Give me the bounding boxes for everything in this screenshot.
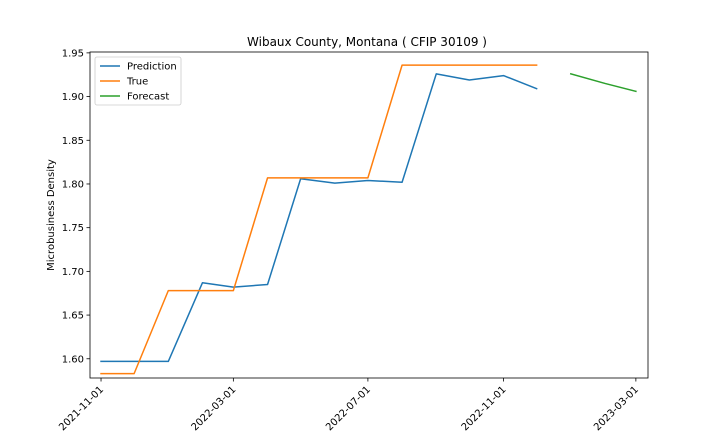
- y-tick-label: 1.90: [62, 92, 84, 103]
- series-line-forecast: [569, 72, 637, 93]
- y-tick-label: 1.75: [62, 223, 84, 234]
- series-line-true: [100, 64, 538, 375]
- axes-frame: [89, 51, 649, 379]
- y-tick-label: 1.80: [62, 179, 84, 190]
- legend-label: True: [126, 77, 148, 88]
- x-tick-label: 2023-03-01: [592, 384, 641, 432]
- y-tick-label: 1.95: [62, 48, 84, 59]
- legend-box: [94, 56, 182, 106]
- chart-title: Wibaux County, Montana ( CFIP 30109 ): [247, 35, 487, 49]
- x-tick-label: 2022-07-01: [324, 384, 373, 432]
- y-tick-label: 1.60: [62, 354, 84, 365]
- x-tick-label: 2021-11-01: [57, 384, 106, 432]
- legend-label: Prediction: [127, 62, 177, 73]
- y-tick-label: 1.70: [62, 267, 84, 278]
- series-line-prediction: [100, 73, 538, 363]
- plot-area: [100, 64, 637, 375]
- y-tick-label: 1.65: [62, 311, 84, 322]
- y-axis-label: Microbusiness Density: [46, 159, 57, 271]
- x-tick-label: 2022-03-01: [190, 384, 239, 432]
- legend: Prediction True Forecast: [94, 56, 182, 106]
- legend-label: Forecast: [127, 92, 169, 103]
- axes: 1.60 1.65 1.70 1.75 1.80 1.85 1.90 1.95 2021-11-…: [57, 48, 649, 432]
- y-tick-label: 1.85: [62, 136, 84, 147]
- x-tick-label: 2022-11-01: [460, 384, 509, 432]
